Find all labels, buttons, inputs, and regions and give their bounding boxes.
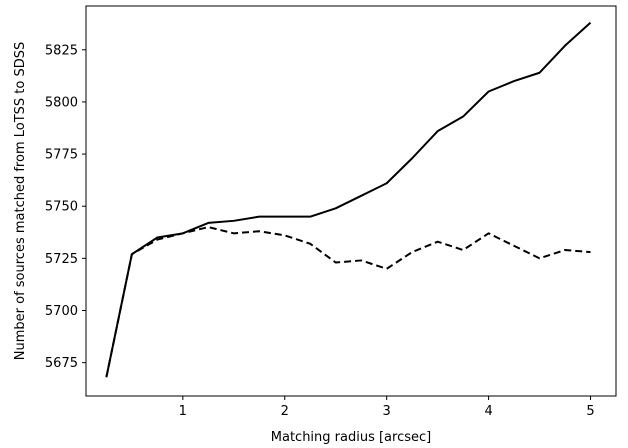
- plot-frame: [85, 5, 617, 397]
- x-axis-label: Matching radius [arcsec]: [271, 430, 431, 445]
- x-tick-label: 4: [484, 404, 492, 419]
- y-tick-label: 5825: [45, 43, 78, 58]
- dashed-series-line: [105, 226, 591, 378]
- y-tick-label: 5700: [45, 304, 78, 319]
- y-tick-label: 5725: [45, 252, 78, 267]
- y-axis-ticks: 5675 5700 5725 5750 5775 5800 5825: [45, 43, 86, 371]
- x-tick-label: 2: [281, 404, 289, 419]
- y-tick-label: 5800: [45, 95, 78, 110]
- x-tick-label: 3: [383, 404, 391, 419]
- y-tick-label: 5750: [45, 200, 78, 215]
- solid-series-line: [105, 21, 592, 378]
- x-axis-ticks: 1 2 3 4 5: [179, 396, 595, 419]
- data-series: [105, 21, 592, 378]
- y-tick-label: 5775: [45, 148, 78, 163]
- x-tick-label: 5: [586, 404, 594, 419]
- y-tick-label: 5675: [45, 356, 78, 371]
- x-tick-label: 1: [179, 404, 187, 419]
- y-axis-label: Number of sources matched from LoTSS to …: [13, 42, 28, 360]
